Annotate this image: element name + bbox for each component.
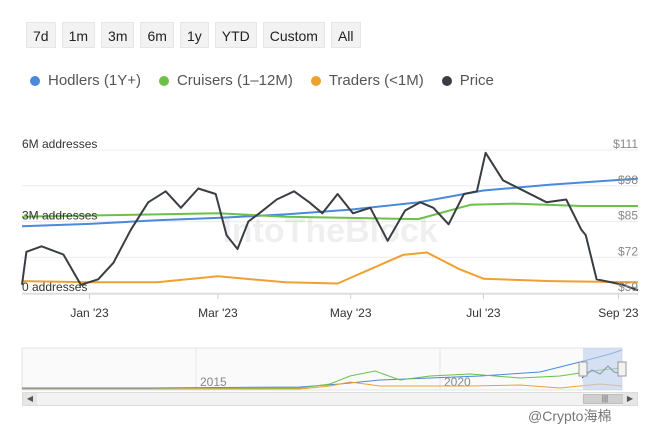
grid (22, 149, 638, 294)
scroll-thumb[interactable]: ||| (583, 394, 627, 404)
series-line-traders (21, 251, 639, 285)
axes: 0 addresses 3M addresses 6M addresses $59 $7… (22, 137, 639, 320)
navigator-selection[interactable] (583, 348, 622, 390)
range-button-1m[interactable]: 1m (61, 22, 96, 48)
x-tick-label: Mar '23 (198, 306, 238, 320)
navigator-frame (21, 347, 623, 391)
y-right-tick-label: $72 (618, 244, 638, 258)
scroll-right-arrow-icon[interactable]: ▶ (623, 393, 637, 405)
navigator-series-line (581, 365, 623, 379)
y-right-tick-label: $85 (618, 209, 638, 223)
y-left-tick-label: 0 addresses (22, 280, 87, 294)
legend-item-cruisers[interactable]: Cruisers (1–12M) (158, 72, 293, 89)
legend-label: Traders (<1M) (328, 72, 424, 89)
series-line-hodlers (21, 177, 639, 228)
legend-label: Price (459, 72, 494, 89)
y-left-tick-label: 6M addresses (22, 137, 97, 151)
legend-item-traders[interactable]: Traders (<1M) (310, 72, 424, 89)
legend: Hodlers (1Y+) Cruisers (1–12M) Traders (<1… (30, 72, 512, 89)
range-button-ytd[interactable]: YTD (214, 22, 257, 48)
series-layer (21, 151, 639, 292)
x-tick-label: Sep '23 (598, 306, 639, 320)
y-left-tick-label: 3M addresses (22, 209, 97, 223)
series-line-price (21, 151, 639, 292)
range-selector: 7d 1m 3m 6m 1y YTD Custom All (26, 22, 361, 48)
range-button-6m[interactable]: 6m (140, 22, 174, 48)
range-button-custom[interactable]: Custom (262, 22, 325, 48)
range-button-1y[interactable]: 1y (179, 22, 209, 48)
legend-label: Cruisers (1–12M) (176, 72, 293, 89)
legend-item-price[interactable]: Price (441, 72, 494, 89)
legend-item-hodlers[interactable]: Hodlers (1Y+) (30, 72, 141, 89)
navigator-year-label: 2015 (200, 375, 227, 389)
y-right-tick-label: $111 (613, 137, 638, 151)
range-button-all[interactable]: All (330, 22, 361, 48)
navigator-series-line (22, 367, 623, 390)
y-right-tick-label: $98 (618, 173, 638, 187)
x-tick-label: Jul '23 (466, 306, 501, 320)
navigator-handle-icon[interactable] (578, 361, 588, 377)
navigator[interactable]: 2015 2020 (21, 347, 627, 391)
navigator-year-label: 2020 (444, 375, 471, 389)
navigator-handle-icon[interactable] (617, 361, 627, 377)
navigator-series-line (22, 349, 623, 389)
x-tick-label: May '23 (330, 306, 372, 320)
range-button-3m[interactable]: 3m (101, 22, 135, 48)
x-tick-label: Jan '23 (70, 306, 109, 320)
legend-dot-icon (310, 75, 321, 86)
scroll-left-arrow-icon[interactable]: ◀ (23, 393, 37, 405)
navigator-scrollbar[interactable]: ◀ ||| ▶ (22, 392, 638, 406)
legend-dot-icon (30, 75, 40, 86)
legend-label: Hodlers (1Y+) (48, 72, 141, 89)
y-right-tick-label: $59 (618, 280, 638, 294)
navigator-series-line (22, 381, 623, 390)
brand-watermark: IntoTheBlock (222, 212, 437, 250)
range-button-7d[interactable]: 7d (26, 22, 56, 48)
legend-dot-icon (441, 75, 452, 86)
corner-watermark: @Crypto海棉 (528, 408, 612, 424)
legend-dot-icon (158, 75, 169, 86)
series-line-cruisers (21, 202, 638, 221)
